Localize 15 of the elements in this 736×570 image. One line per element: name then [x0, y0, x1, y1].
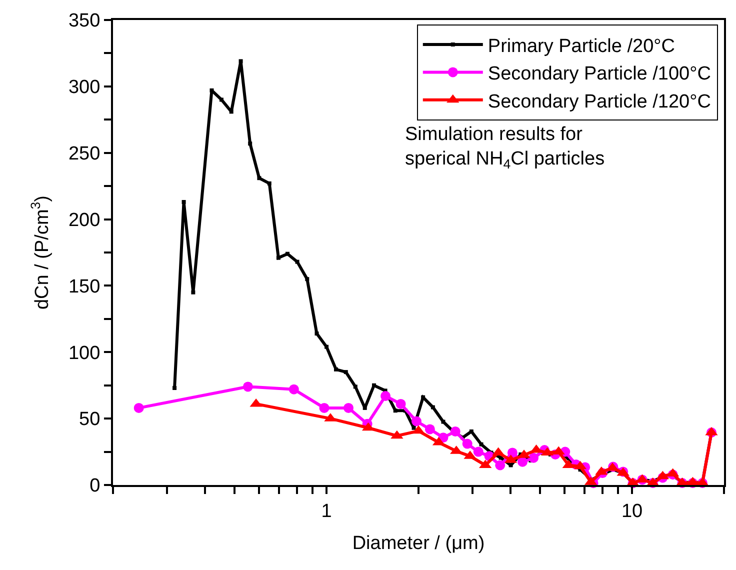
x-axis-title: Diameter / (μm) — [352, 533, 485, 554]
x-tick-label: 10 — [621, 500, 643, 522]
legend-label: Secondary Particle /100°C — [488, 64, 711, 85]
y-tick-label: 300 — [68, 77, 100, 98]
y-tick-label: 150 — [68, 276, 100, 298]
annotation: Simulation results for sperical NH$_{4}$Cl particles — [405, 124, 605, 172]
y-tick-label: 200 — [68, 210, 100, 231]
y-tick-label: 50 — [79, 409, 100, 430]
y-tick-label: 250 — [68, 144, 100, 165]
y-tick-label: 350 — [68, 10, 100, 32]
y-tick-label: 0 — [90, 476, 100, 497]
y-tick-label: 100 — [68, 342, 100, 364]
legend-label: Secondary Particle /120°C — [488, 91, 711, 112]
x-tick-label: 1 — [321, 500, 332, 522]
legend-label: Primary Particle /20°C — [488, 36, 675, 57]
